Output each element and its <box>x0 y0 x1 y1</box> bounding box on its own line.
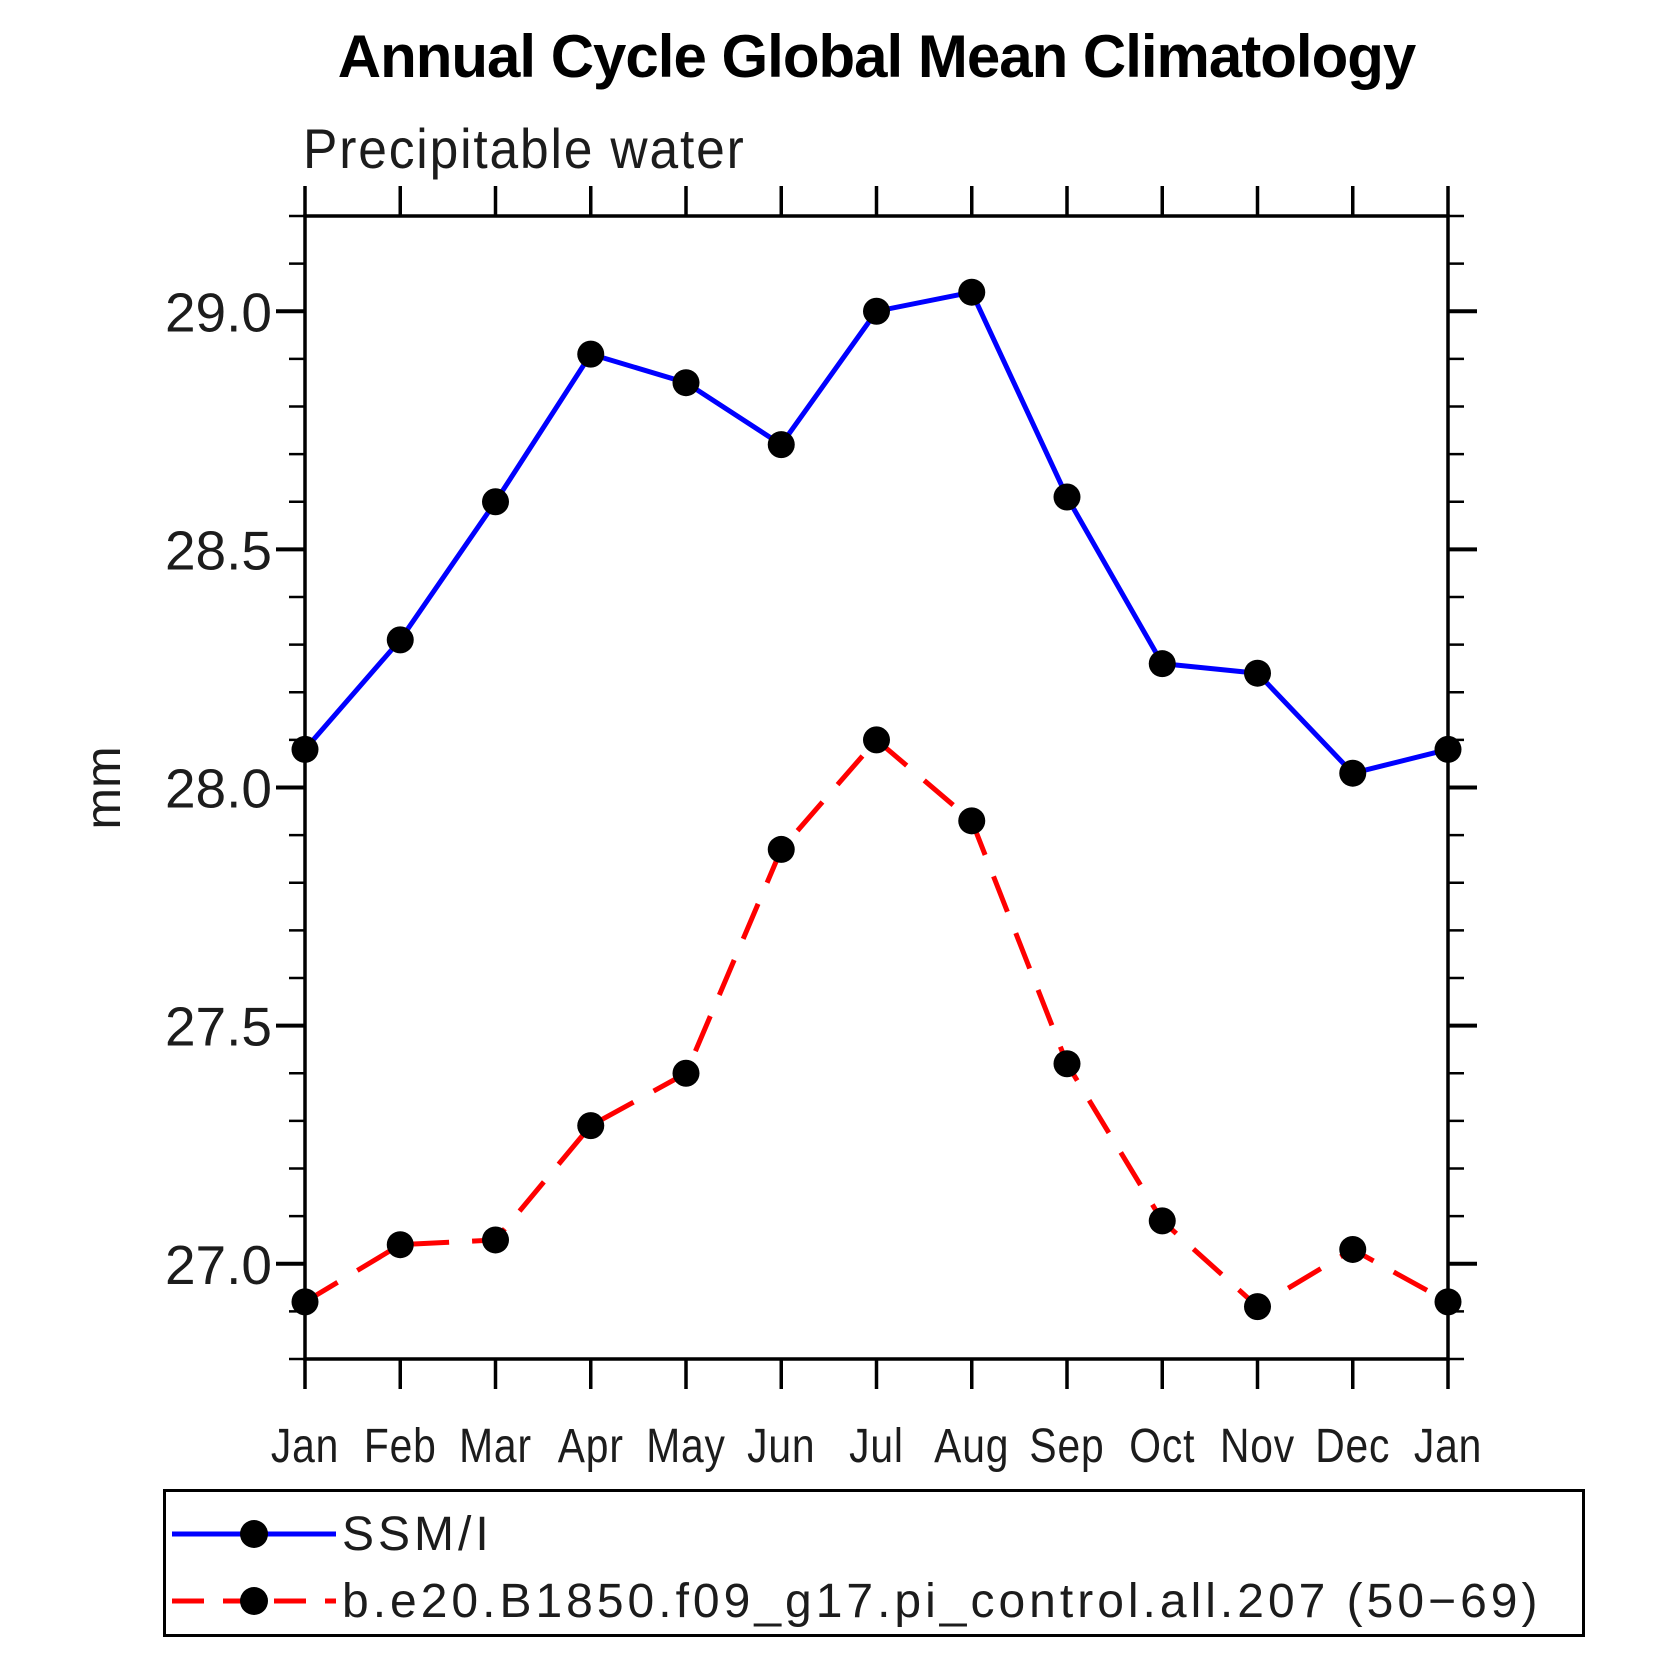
legend-sample-dashed-line <box>172 1587 336 1615</box>
data-point-marker-s1 <box>672 1059 700 1087</box>
data-point-marker-s0 <box>1244 659 1271 687</box>
legend-marker-dot <box>240 1520 268 1548</box>
legend-sample-solid-line <box>172 1520 336 1548</box>
legend-label-obs: SSM/I <box>342 1507 493 1561</box>
legend-label-model: b.e20.B1850.f09_g17.pi_control.all.207 (… <box>342 1574 1542 1628</box>
x-tick-label: Jun <box>747 1420 815 1473</box>
x-tick-label: Jan <box>1414 1420 1482 1473</box>
data-point-marker-s1 <box>577 1112 605 1140</box>
data-point-marker-s1 <box>482 1226 509 1254</box>
data-point-marker-s1 <box>291 1288 319 1316</box>
series-line-1 <box>303 737 1450 1310</box>
x-tick-label: Jul <box>849 1420 904 1473</box>
x-tick-label: Oct <box>1129 1420 1195 1473</box>
series-line-0 <box>303 289 1449 776</box>
legend-marker-dot <box>240 1587 268 1615</box>
data-point-marker-s0 <box>482 488 509 516</box>
data-point-marker-s0 <box>767 431 795 459</box>
data-point-marker-s0 <box>1434 735 1462 763</box>
x-tick-label: Mar <box>459 1420 532 1473</box>
data-point-marker-s0 <box>386 626 414 654</box>
chart-title: Annual Cycle Global Mean Climatology <box>337 23 1417 90</box>
y-tick-label: 29.0 <box>165 281 272 343</box>
y-tick-label: 27.0 <box>165 1234 272 1296</box>
data-point-marker-s1 <box>386 1231 414 1259</box>
data-point-marker-s0 <box>1148 650 1176 678</box>
x-tick-label: Aug <box>934 1420 1009 1473</box>
data-point-marker-s0 <box>291 735 319 763</box>
x-tick-label: Apr <box>558 1420 624 1473</box>
data-point-marker-s1 <box>1434 1288 1462 1316</box>
data-point-marker-s1 <box>1053 1050 1081 1078</box>
legend-item-obs: SSM/I <box>166 1506 493 1562</box>
y-tick-label: 27.5 <box>165 996 272 1058</box>
plot-frame <box>303 214 1450 1361</box>
x-tick-label: Sep <box>1029 1420 1104 1473</box>
x-tick-label: Feb <box>364 1420 437 1473</box>
x-tick-label: Jan <box>271 1420 339 1473</box>
y-tick-label: 28.5 <box>165 519 272 581</box>
legend-item-model: b.e20.B1850.f09_g17.pi_control.all.207 (… <box>166 1573 1541 1629</box>
data-point-marker-s1 <box>1339 1235 1367 1263</box>
data-point-marker-s0 <box>1053 483 1081 511</box>
x-tick-label: Nov <box>1220 1420 1295 1473</box>
data-point-marker-s0 <box>863 297 890 325</box>
y-tick-label: 28.0 <box>165 758 272 820</box>
data-point-marker-s0 <box>672 369 700 397</box>
x-tick-label: May <box>646 1420 726 1473</box>
data-point-marker-s1 <box>1148 1207 1176 1235</box>
data-point-marker-s0 <box>577 340 605 368</box>
data-point-marker-s0 <box>958 278 986 306</box>
data-point-marker-s1 <box>863 726 890 754</box>
data-point-marker-s1 <box>767 835 795 863</box>
data-point-marker-s0 <box>1339 759 1367 787</box>
chart-subtitle: Precipitable water <box>303 117 746 180</box>
x-tick-label: Dec <box>1315 1420 1390 1473</box>
data-point-marker-s1 <box>1244 1293 1271 1321</box>
legend-box: SSM/I b.e20.B1850.f09_g17.pi_control.all… <box>163 1489 1585 1637</box>
data-point-marker-s1 <box>958 807 986 835</box>
